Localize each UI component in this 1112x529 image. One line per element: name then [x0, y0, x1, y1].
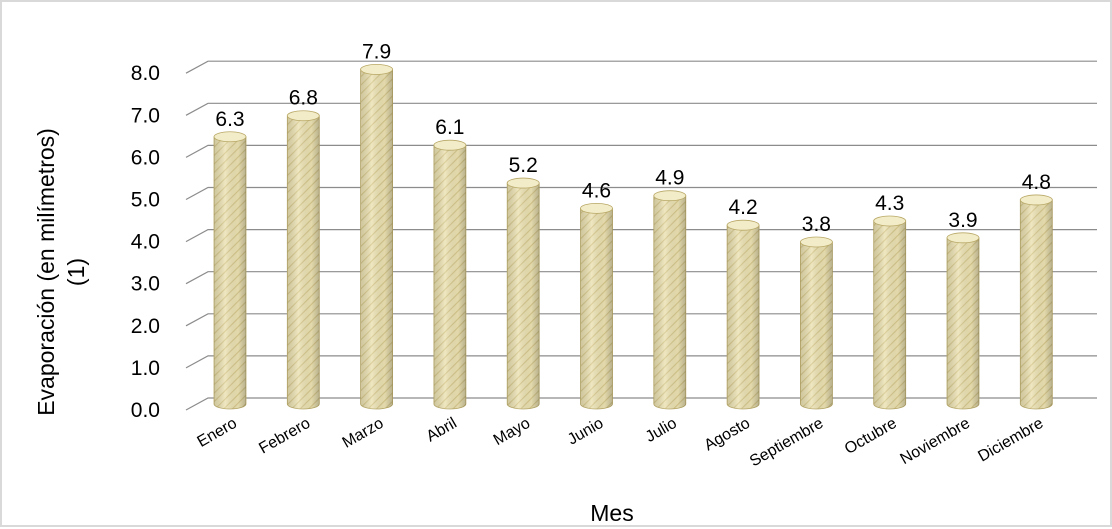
bar [360, 64, 394, 410]
data-label: 6.3 [215, 108, 244, 131]
x-tick-labels: Enero Febrero Marzo Abril Mayo Junio Julio Agos… [195, 415, 1047, 471]
data-label: 6.8 [289, 87, 318, 110]
data-label: 4.8 [1022, 171, 1051, 194]
bar [213, 131, 247, 410]
y-axis-title-line-2: (1) [63, 258, 89, 286]
x-tick-label: Marzo [340, 415, 387, 452]
bar [580, 202, 613, 410]
y-tick-label: 2.0 [131, 315, 160, 338]
bars [213, 64, 1053, 410]
x-axis-title: Mes [590, 500, 633, 526]
y-tick-label: 0.0 [131, 399, 160, 422]
data-label: 4.2 [728, 196, 757, 219]
gridlines [185, 60, 1097, 411]
data-label: 3.8 [802, 213, 831, 236]
y-tick-label: 5.0 [131, 189, 160, 212]
x-tick-label: Diciembre [975, 415, 1046, 466]
y-axis-title-line-1: Evaporación (en milímetros) [33, 128, 59, 416]
x-tick-label: Abril [424, 415, 460, 446]
x-tick-label: Junio [565, 415, 607, 449]
y-tick-label: 1.0 [131, 357, 160, 380]
data-label: 4.6 [582, 179, 611, 202]
bar [800, 236, 833, 410]
x-tick-label: Mayo [491, 415, 533, 449]
data-label: 7.9 [362, 40, 391, 63]
y-tick-label: 6.0 [131, 146, 160, 169]
data-label: 4.9 [655, 167, 684, 190]
bar [1019, 194, 1053, 410]
gridline [185, 186, 1097, 201]
gridline [185, 102, 1097, 116]
bar [946, 232, 980, 410]
x-tick-label: Febrero [256, 415, 313, 458]
x-tick-label: Enero [195, 415, 241, 451]
x-tick-label: Agosto [701, 415, 753, 455]
y-tick-labels: 0.0 1.0 2.0 3.0 4.0 5.0 6.0 7.0 8.0 [131, 62, 160, 422]
data-label: 6.1 [435, 116, 464, 139]
data-labels: 6.3 6.8 7.9 6.1 5.2 4.6 4.9 4.2 3.8 4.3 3.9 4.8 [215, 40, 1051, 236]
y-tick-label: 7.0 [131, 104, 160, 127]
x-tick-label: Noviembre [898, 415, 974, 468]
bar [873, 215, 907, 410]
y-tick-label: 3.0 [131, 273, 160, 296]
bar [653, 190, 687, 410]
bar [286, 110, 320, 410]
data-label: 4.3 [875, 192, 904, 215]
gridline [185, 229, 1097, 243]
y-tick-label: 4.0 [131, 231, 160, 254]
bar [433, 139, 467, 410]
bar [506, 177, 540, 410]
gridline [185, 144, 1097, 158]
x-tick-label: Octubre [842, 415, 900, 458]
x-tick-label: Julio [643, 415, 680, 446]
bar [726, 219, 760, 410]
x-tick-label: Septiembre [747, 415, 826, 471]
y-tick-label: 8.0 [131, 62, 160, 85]
data-label: 3.9 [948, 209, 977, 232]
gridline [185, 60, 1097, 74]
data-label: 5.2 [509, 154, 538, 177]
